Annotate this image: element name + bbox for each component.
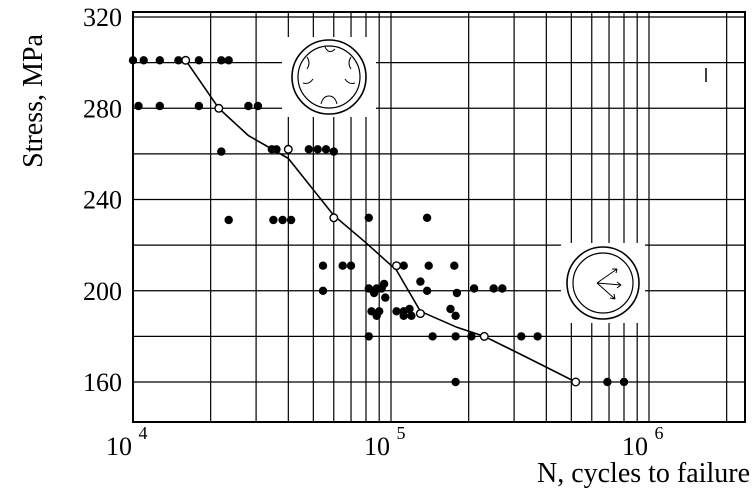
filled-data-point xyxy=(278,215,287,225)
filled-data-point xyxy=(392,307,401,316)
filled-data-point xyxy=(422,213,432,222)
tube-cross-section-radial-arrows-icon xyxy=(561,243,645,323)
open-data-point xyxy=(214,103,224,113)
filled-data-point xyxy=(329,147,338,156)
filled-data-point xyxy=(452,288,462,298)
tube-cross-section-internal-defects-icon xyxy=(282,37,376,117)
filled-data-point xyxy=(372,311,381,320)
filled-data-point xyxy=(533,332,542,341)
open-data-point xyxy=(415,309,425,319)
filled-data-point xyxy=(346,261,356,270)
y-tick-label: 160 xyxy=(83,368,122,397)
filled-data-point xyxy=(428,332,437,341)
y-tick-labels: 160 200 240 280 320 xyxy=(83,3,122,397)
filled-data-point xyxy=(321,145,331,154)
open-data-point xyxy=(329,213,339,223)
y-tick-label: 280 xyxy=(83,94,122,123)
filled-data-point xyxy=(313,145,322,154)
filled-data-point xyxy=(381,293,390,302)
filled-data-point xyxy=(469,284,479,293)
open-data-point xyxy=(283,144,293,154)
open-data-point xyxy=(479,331,489,341)
filled-data-point xyxy=(194,56,204,65)
filled-data-point xyxy=(155,101,164,111)
filled-data-point xyxy=(224,215,233,225)
filled-data-point xyxy=(451,311,460,320)
filled-data-point xyxy=(224,56,233,65)
filled-data-point xyxy=(139,56,148,65)
x-tick-exponent: 6 xyxy=(655,423,664,443)
filled-data-point xyxy=(272,145,281,154)
filled-data-point xyxy=(422,286,432,295)
filled-data-point xyxy=(286,215,296,225)
filled-data-point xyxy=(450,261,459,270)
x-tick-label: 10 xyxy=(622,432,648,461)
x-tick-exponent: 4 xyxy=(139,423,148,443)
open-data-point xyxy=(392,261,402,271)
fit-curve-layer xyxy=(185,59,577,383)
filled-data-point xyxy=(155,56,164,65)
filled-data-point xyxy=(489,284,498,293)
filled-data-point xyxy=(446,304,455,314)
filled-data-point xyxy=(424,261,433,270)
open-data-point xyxy=(181,55,191,65)
filled-data-point xyxy=(244,101,253,111)
filled-data-point xyxy=(619,377,629,387)
filled-data-point xyxy=(338,261,347,270)
filled-data-point xyxy=(364,332,373,341)
filled-data-point xyxy=(399,311,408,320)
x-tick-label: 10 xyxy=(106,432,132,461)
filled-data-point xyxy=(603,377,612,387)
filled-data-point xyxy=(128,56,138,65)
filled-data-point xyxy=(407,311,416,320)
y-tick-label: 240 xyxy=(83,186,122,215)
filled-data-point xyxy=(269,215,278,225)
filled-data-point xyxy=(498,284,507,293)
filled-data-point xyxy=(194,101,204,111)
x-tick-exponent: 5 xyxy=(397,423,406,443)
filled-data-point xyxy=(416,277,425,286)
data-points-layer xyxy=(128,55,629,387)
x-axis-label: N, cycles to failure xyxy=(537,458,750,489)
filled-data-point xyxy=(304,145,313,154)
filled-data-point xyxy=(369,288,379,298)
filled-data-point xyxy=(451,377,460,387)
y-tick-label: 320 xyxy=(83,3,122,32)
filled-data-point xyxy=(217,147,226,156)
filled-data-point xyxy=(318,261,328,270)
x-tick-labels: 10 4 10 5 10 6 xyxy=(106,423,664,461)
filled-data-point xyxy=(379,279,389,289)
fit-curve xyxy=(185,59,577,383)
x-tick-label: 10 xyxy=(364,432,390,461)
filled-data-point xyxy=(399,261,408,270)
plot-frame xyxy=(132,11,746,423)
filled-data-point xyxy=(253,101,263,111)
filled-data-point xyxy=(318,286,328,295)
y-axis-label: Stress, MPa xyxy=(18,34,49,168)
filled-data-point xyxy=(134,101,143,111)
filled-data-point xyxy=(217,56,226,65)
filled-data-point xyxy=(364,213,373,222)
grid-lines xyxy=(132,12,745,422)
open-data-point xyxy=(571,377,581,387)
filled-data-point xyxy=(405,304,414,314)
filled-data-point xyxy=(174,56,183,65)
filled-data-point xyxy=(467,332,476,341)
filled-data-point xyxy=(517,332,526,341)
y-tick-label: 200 xyxy=(83,277,122,306)
filled-data-point xyxy=(451,332,460,341)
